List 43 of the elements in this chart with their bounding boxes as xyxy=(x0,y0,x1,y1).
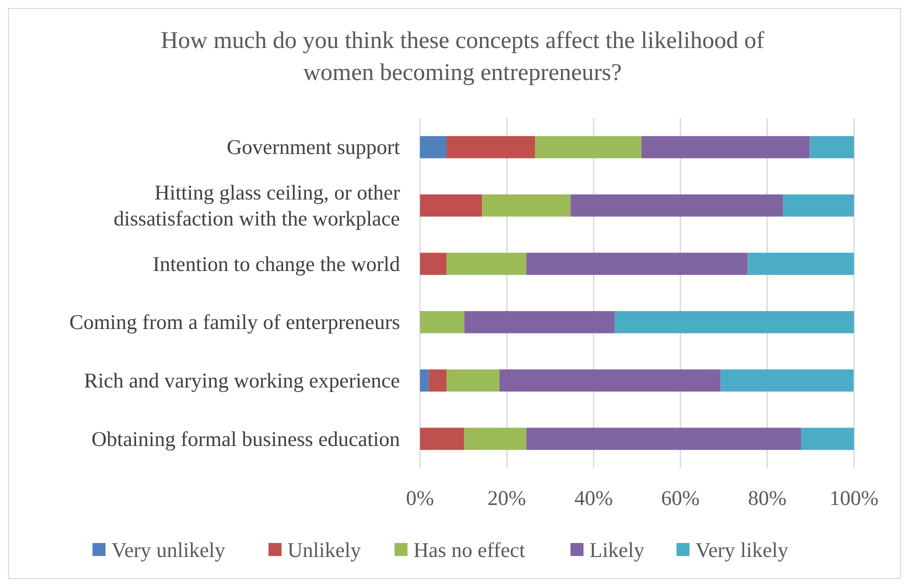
bar xyxy=(464,311,615,334)
y-tick-label: Hitting glass ceiling, or other dissatisfaction with the workplace xyxy=(114,180,400,230)
bar xyxy=(420,136,446,158)
bar xyxy=(420,194,482,217)
bar xyxy=(570,194,784,217)
bar xyxy=(420,311,464,334)
bar xyxy=(446,252,526,275)
bar xyxy=(810,136,854,158)
x-tick-label: 60% xyxy=(661,486,700,510)
bar xyxy=(428,369,446,392)
bar xyxy=(420,428,464,450)
legend-label: Likely xyxy=(590,538,645,562)
y-tick-label: Government support xyxy=(226,135,400,160)
bar xyxy=(446,369,500,392)
y-tick-label: Obtaining formal business education xyxy=(91,426,400,451)
bar xyxy=(614,311,854,334)
x-tick-label: 80% xyxy=(748,486,786,510)
bar xyxy=(499,369,721,392)
x-tick-label: 100% xyxy=(830,486,878,510)
bar xyxy=(482,194,571,217)
bar xyxy=(526,252,748,275)
y-tick-label: Intention to change the world xyxy=(152,252,400,276)
legend-label: Unlikely xyxy=(288,538,362,562)
bar xyxy=(783,194,854,217)
bar xyxy=(446,136,536,158)
legend-label: Has no effect xyxy=(414,538,526,562)
bar xyxy=(748,252,854,275)
bar xyxy=(720,369,854,392)
y-tick-label: Rich and varying working experience xyxy=(84,368,400,392)
x-tick-label: 40% xyxy=(574,486,613,510)
x-tick-label: 0% xyxy=(406,486,434,510)
bar xyxy=(420,369,429,392)
y-tick-label: Coming from a family of enterpreneurs xyxy=(69,310,400,334)
chart-title: How much do you think these concepts affect the likelihood of women becoming entrepreneurs? xyxy=(160,28,764,86)
bar xyxy=(801,428,854,450)
bar xyxy=(535,136,642,158)
legend-label: Very unlikely xyxy=(112,538,226,562)
bar xyxy=(641,136,810,158)
bar xyxy=(420,252,446,275)
bar xyxy=(526,428,802,450)
bar xyxy=(464,428,526,450)
x-tick-label: 20% xyxy=(488,486,526,510)
legend-label: Very likely xyxy=(696,538,789,562)
